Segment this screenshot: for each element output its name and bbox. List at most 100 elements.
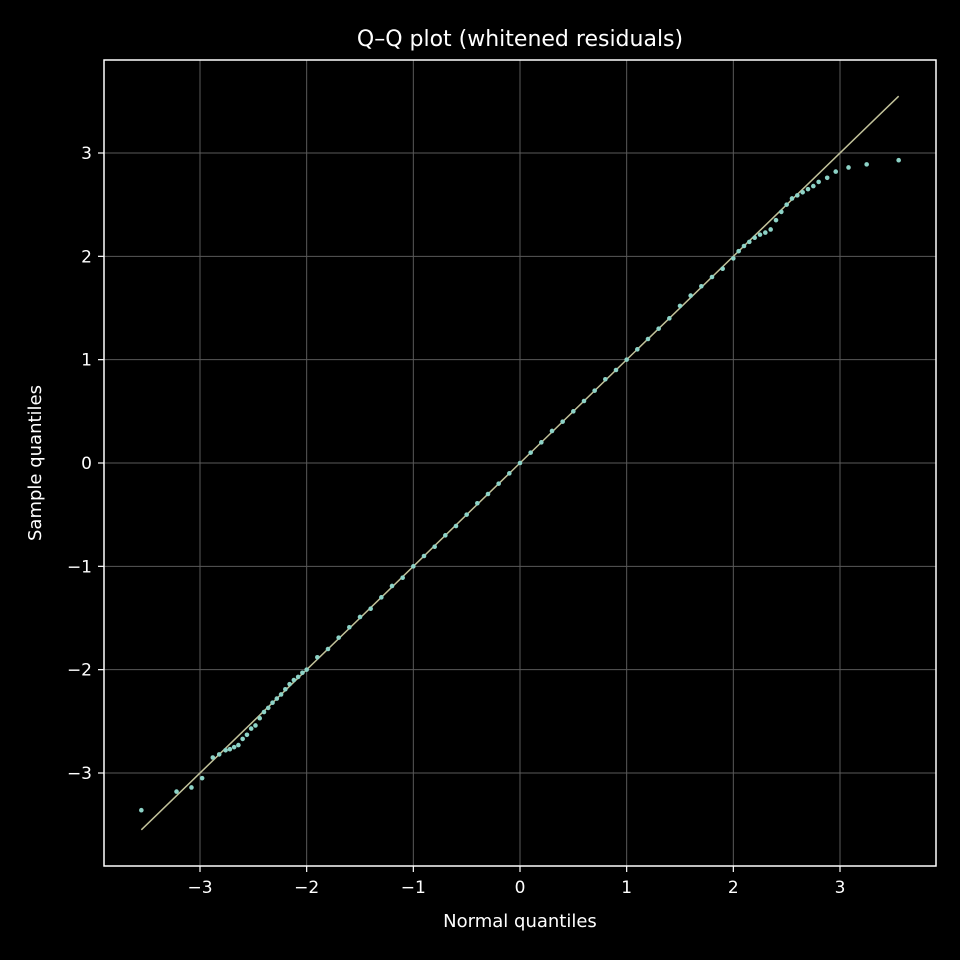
data-point: [677, 303, 683, 309]
data-point: [752, 235, 757, 241]
data-point: [248, 726, 254, 731]
data-point: [475, 501, 480, 506]
y-axis-label: Sample quantiles: [25, 385, 46, 541]
data-point: [443, 533, 448, 538]
data-point: [560, 419, 565, 424]
x-tick-label: 0: [515, 878, 526, 898]
data-point: [368, 606, 373, 611]
data-point: [485, 491, 491, 497]
data-point: [325, 646, 331, 652]
data-point: [210, 755, 216, 760]
data-point: [295, 674, 301, 680]
data-point: [274, 696, 280, 701]
data-point: [507, 471, 512, 476]
grid-lines: [104, 60, 936, 866]
data-point: [800, 189, 805, 195]
data-point: [240, 736, 245, 742]
data-point: [496, 481, 501, 486]
data-point: [581, 398, 587, 404]
data-point: [805, 186, 811, 192]
data-point: [199, 775, 205, 781]
data-point: [227, 746, 233, 752]
x-tick-label: −3: [187, 878, 212, 898]
data-point: [667, 316, 672, 321]
data-point: [763, 230, 768, 235]
data-point: [539, 440, 544, 445]
data-point: [421, 553, 427, 559]
chart-title: Q–Q plot (whitened residuals): [357, 27, 683, 52]
data-point: [139, 807, 144, 813]
data-point: [613, 367, 619, 373]
data-point: [283, 687, 288, 692]
data-point: [592, 388, 597, 393]
x-axis-label: Normal quantiles: [443, 911, 597, 932]
x-tick-label: 1: [621, 878, 632, 898]
data-point: [784, 202, 789, 207]
data-point: [768, 227, 773, 232]
data-points: [139, 157, 901, 813]
data-point: [571, 409, 576, 414]
data-point: [846, 165, 851, 170]
data-point: [720, 266, 725, 272]
x-tick-label: 3: [835, 878, 846, 898]
data-point: [528, 450, 533, 455]
x-tick-label: −1: [401, 878, 426, 898]
data-point: [336, 635, 341, 640]
y-tick-label: 3: [81, 144, 92, 164]
data-point: [189, 785, 194, 790]
data-point: [833, 169, 839, 174]
data-point: [603, 377, 608, 382]
y-tick-label: 0: [81, 454, 92, 474]
data-point: [261, 709, 267, 715]
data-point: [270, 700, 275, 706]
data-point: [432, 544, 437, 549]
data-point: [253, 723, 258, 728]
data-point: [291, 677, 297, 683]
data-point: [389, 583, 395, 589]
data-point: [453, 523, 459, 529]
data-point: [731, 256, 736, 261]
data-point: [795, 193, 800, 198]
data-point: [789, 196, 795, 201]
y-tick-label: −3: [67, 764, 92, 784]
data-point: [315, 654, 320, 660]
y-axis-ticks: −3 −2 −1 0 1 2 3: [67, 144, 104, 784]
data-point: [896, 157, 901, 163]
data-point: [464, 512, 469, 517]
y-tick-label: −1: [67, 557, 92, 577]
y-tick-label: −2: [67, 661, 92, 681]
y-tick-label: 2: [81, 247, 92, 267]
data-point: [257, 715, 263, 721]
data-point: [747, 239, 752, 245]
data-point: [688, 293, 693, 298]
x-axis-ticks: −3 −2 −1 0 1 2 3: [187, 866, 845, 898]
data-point: [656, 326, 661, 331]
data-point: [624, 357, 629, 362]
data-point: [709, 274, 715, 280]
data-point: [549, 428, 555, 434]
data-point: [231, 744, 237, 750]
data-point: [244, 732, 250, 738]
data-point: [736, 248, 741, 254]
data-point: [757, 232, 763, 237]
data-point: [779, 209, 784, 215]
data-point: [304, 667, 309, 672]
data-point: [216, 752, 222, 757]
data-point: [278, 692, 284, 697]
data-point: [223, 747, 228, 753]
data-point: [347, 625, 352, 630]
data-point: [699, 284, 704, 289]
data-point: [411, 564, 416, 569]
data-point: [300, 670, 305, 676]
data-point: [174, 789, 179, 794]
data-point: [741, 243, 747, 249]
data-point: [265, 705, 271, 711]
data-point: [236, 742, 241, 748]
data-point: [824, 175, 830, 181]
data-point: [400, 575, 405, 580]
data-point: [635, 347, 640, 352]
x-tick-label: −2: [294, 878, 319, 898]
data-point: [357, 614, 363, 620]
